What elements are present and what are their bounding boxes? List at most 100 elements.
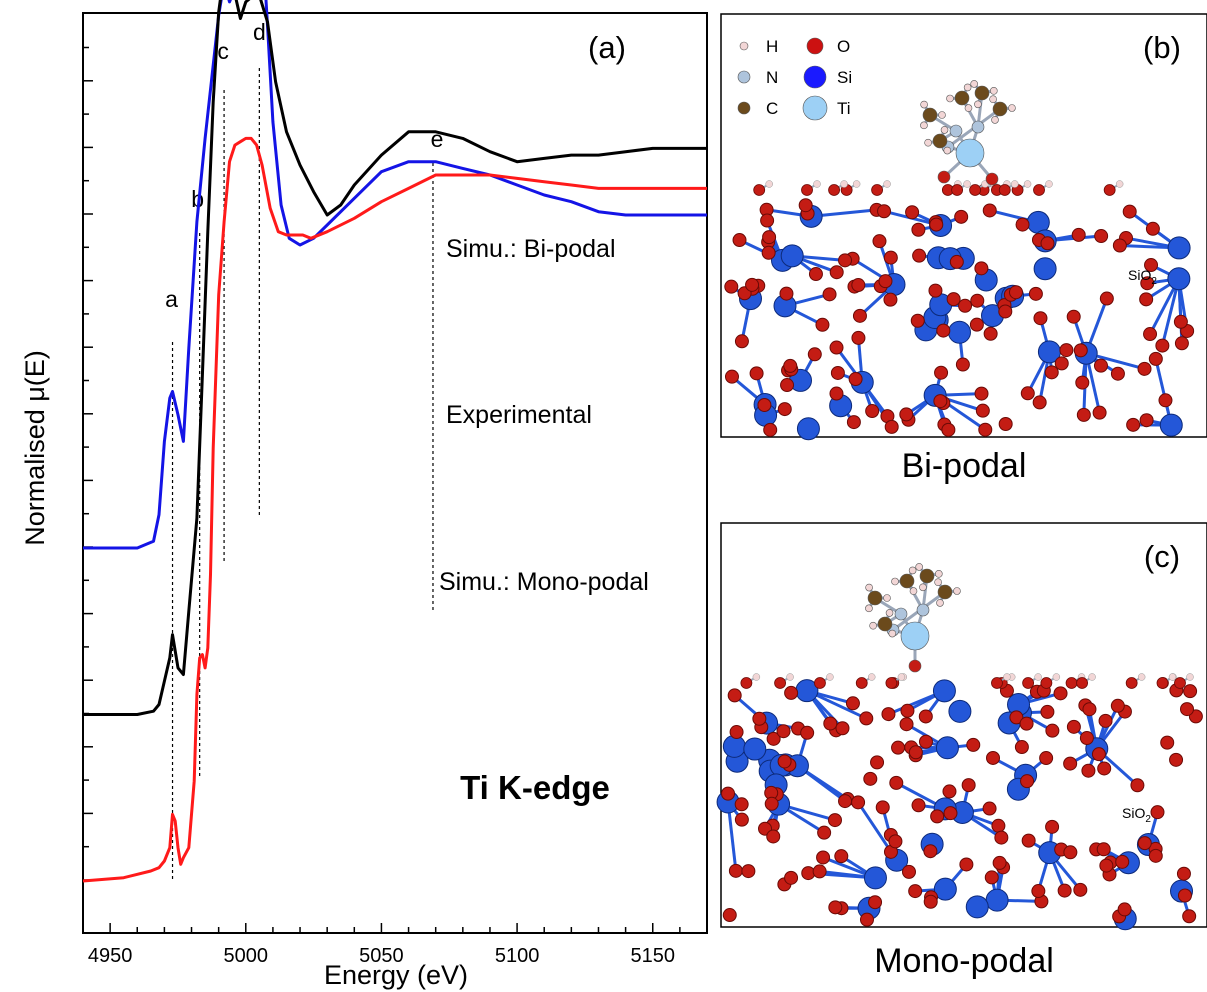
o-atom	[1063, 756, 1078, 771]
o-atom	[1144, 258, 1159, 273]
o-atom	[1057, 883, 1072, 898]
c-atom	[937, 584, 953, 600]
o-atom	[863, 771, 878, 786]
o-atom	[982, 203, 997, 218]
h-atom	[953, 587, 961, 595]
o-atom	[1097, 761, 1112, 776]
o-atom	[1022, 677, 1035, 689]
o-atom	[859, 711, 874, 726]
o-atom	[899, 717, 914, 732]
h-atom	[1034, 673, 1042, 681]
si-atom	[947, 320, 971, 344]
x-axis-ticks: 4950 5000 5050 5100 5150	[82, 923, 708, 967]
o-atom	[1122, 204, 1137, 219]
o-atom	[1032, 395, 1047, 410]
h-atom	[852, 180, 861, 188]
o-atom	[982, 801, 997, 816]
o-atom	[991, 818, 1006, 833]
c-atom	[992, 101, 1008, 117]
o-atom	[815, 317, 830, 332]
o-atom	[852, 308, 867, 323]
o-atom	[764, 796, 779, 811]
o-atom	[728, 863, 743, 878]
panel-c-label: (c)	[1144, 539, 1180, 574]
si-atom	[933, 877, 957, 901]
o-atom	[732, 233, 747, 248]
h-atom	[920, 121, 928, 130]
o-atom	[830, 365, 845, 380]
o-atom	[885, 677, 898, 689]
o-atom	[779, 286, 794, 301]
o-atom	[777, 402, 792, 417]
panel-b-label: (b)	[1143, 30, 1181, 65]
o-atom	[1155, 338, 1170, 353]
o-atom	[1039, 751, 1054, 766]
o-atom	[1156, 677, 1169, 689]
o-atom	[1071, 227, 1086, 242]
o-atom	[1014, 740, 1029, 755]
h-atom	[924, 138, 932, 147]
o-atom	[848, 372, 863, 387]
o-atom	[969, 184, 981, 196]
o-atom	[812, 864, 827, 879]
o-atom	[1099, 291, 1114, 306]
o-atom	[943, 806, 958, 821]
o-atom	[1125, 677, 1138, 689]
o-atom	[1028, 286, 1043, 301]
h-atom	[963, 180, 971, 188]
o-atom	[1073, 343, 1088, 358]
x-tick-label: 5000	[224, 945, 269, 967]
h-atom	[909, 587, 918, 595]
o-atom	[905, 205, 920, 220]
series-line-2	[82, 136, 707, 883]
si-atom	[780, 244, 804, 268]
o-atom	[727, 688, 742, 703]
series-label-2: Simu.: Mono-podal	[439, 568, 649, 596]
o-atom	[870, 755, 885, 770]
o-atom	[1117, 902, 1132, 917]
o-atom	[734, 797, 749, 812]
si-atom	[965, 895, 989, 919]
si-atom	[948, 699, 972, 723]
legend-label-h: H	[766, 37, 778, 56]
h-atom	[786, 673, 794, 681]
h-atom	[920, 100, 928, 109]
o-atom	[1137, 361, 1152, 376]
o-atom	[1148, 351, 1163, 366]
o-atom	[1040, 704, 1055, 719]
o-atom	[933, 394, 948, 409]
o-atom	[828, 184, 840, 196]
o-atom	[994, 830, 1009, 845]
o-atom	[1110, 366, 1125, 381]
h-atom	[1115, 180, 1124, 188]
x-axis-title: Energy (eV)	[324, 960, 468, 990]
o-atom	[1158, 393, 1173, 408]
h-atom	[989, 95, 997, 103]
o-atom	[958, 298, 973, 313]
h-atom	[865, 583, 873, 592]
o-atom	[1053, 686, 1068, 701]
o-atom	[1033, 184, 1045, 196]
o-atom	[936, 323, 951, 338]
legend-swatch-o	[806, 37, 824, 55]
o-atom	[760, 213, 775, 228]
o-atom	[872, 234, 887, 249]
o-atom	[807, 347, 822, 362]
h-atom	[943, 146, 952, 155]
o-atom	[800, 725, 815, 740]
ti-atom	[900, 621, 930, 651]
series-label-0: Simu.: Bi-podal	[446, 235, 616, 263]
feature-label-d: d	[253, 19, 266, 45]
o-atom	[1176, 866, 1191, 881]
h-atom	[752, 673, 761, 681]
h-atom	[934, 570, 943, 578]
o-atom	[741, 864, 756, 879]
o-atom	[991, 677, 1003, 689]
o-atom	[822, 287, 837, 302]
o-atom	[1174, 677, 1186, 689]
o-atom	[1033, 311, 1048, 326]
o-atom	[749, 366, 764, 381]
o-atom	[784, 870, 799, 885]
h-atom	[1023, 180, 1032, 188]
o-atom	[1130, 778, 1145, 793]
